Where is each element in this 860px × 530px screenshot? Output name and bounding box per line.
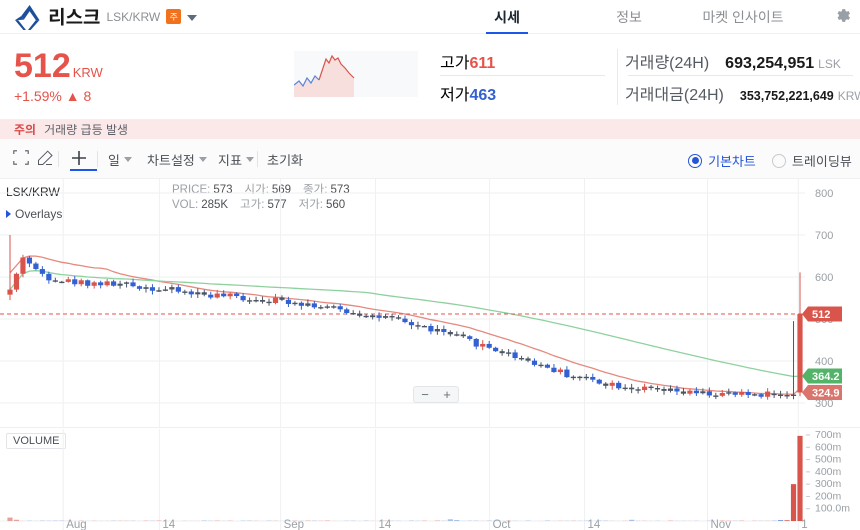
svg-text:364.2: 364.2 <box>812 371 840 383</box>
svg-text:14: 14 <box>162 519 175 530</box>
svg-text:200m: 200m <box>815 490 842 502</box>
svg-text:800: 800 <box>815 188 833 200</box>
svg-text:100.0m: 100.0m <box>815 503 850 515</box>
svg-text:300m: 300m <box>815 478 842 490</box>
svg-text:600m: 600m <box>815 441 842 453</box>
svg-text:324.9: 324.9 <box>812 388 840 400</box>
svg-text:512: 512 <box>812 309 830 321</box>
svg-text:Oct: Oct <box>493 519 512 530</box>
svg-text:600: 600 <box>815 272 833 284</box>
svg-text:400: 400 <box>815 356 833 368</box>
svg-text:Aug: Aug <box>66 519 86 530</box>
svg-text:700: 700 <box>815 230 833 242</box>
svg-text:400m: 400m <box>815 466 842 478</box>
svg-text:14: 14 <box>379 519 392 530</box>
svg-text:700m: 700m <box>815 429 842 441</box>
svg-text:500m: 500m <box>815 454 842 466</box>
